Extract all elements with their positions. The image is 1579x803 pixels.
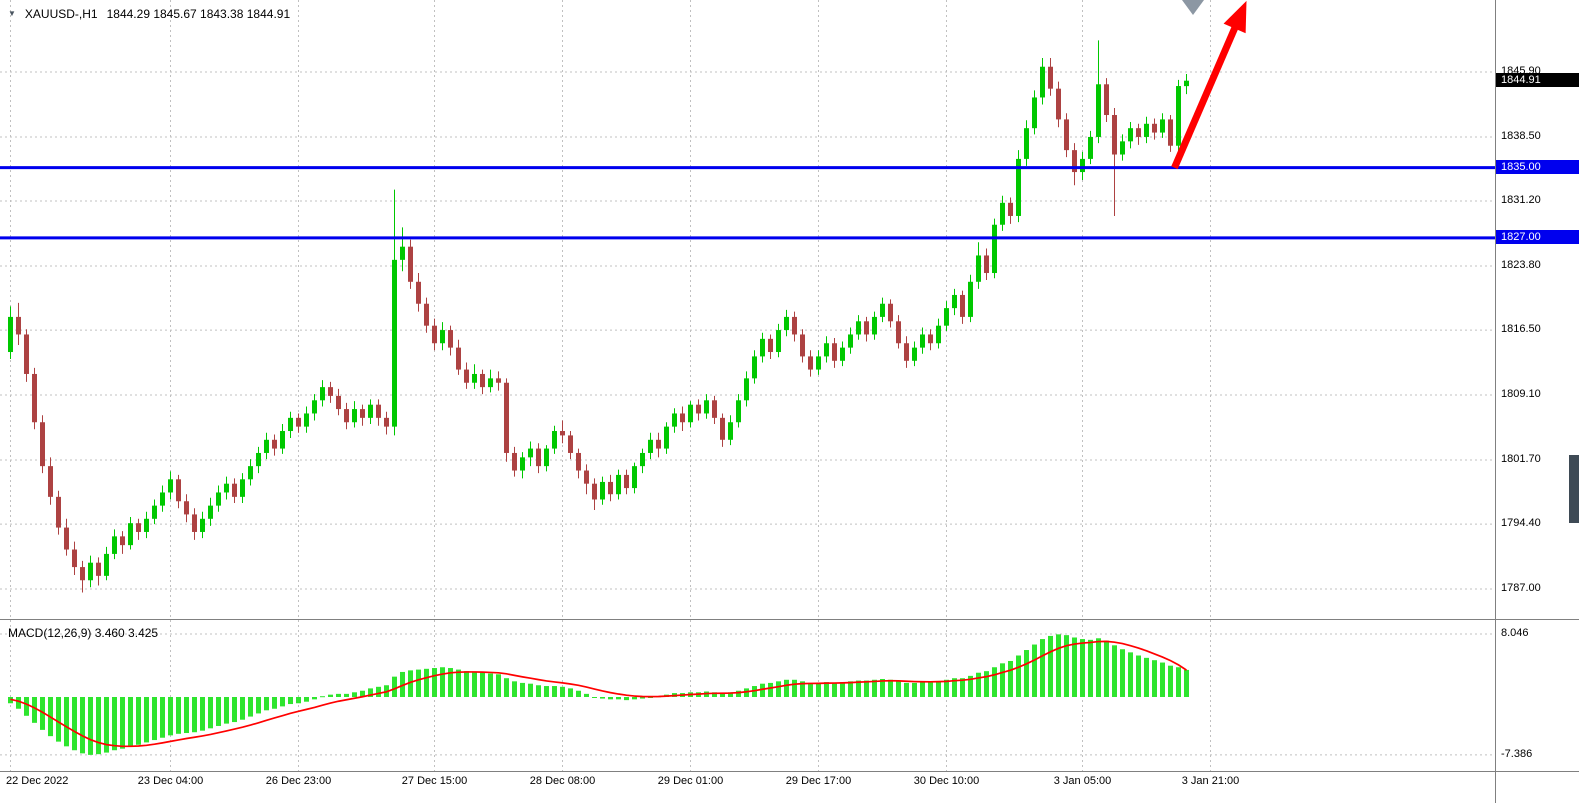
macd-signal-line <box>10 640 1187 748</box>
price-tick-label: 1823.80 <box>1501 258 1541 271</box>
vertical-scrollbar-thumb[interactable] <box>1569 455 1579 523</box>
price-tick-label: 1809.10 <box>1501 388 1541 401</box>
ohlc-values: 1844.29 1845.67 1843.38 1844.91 <box>106 7 291 21</box>
grid-layer <box>0 0 1495 771</box>
time-tick-label: 27 Dec 15:00 <box>401 775 468 787</box>
time-tick-label: 29 Dec 01:00 <box>657 775 724 787</box>
price-tick-label: 1794.40 <box>1501 517 1541 530</box>
support-resistance-lines[interactable] <box>0 166 1495 240</box>
time-axis: 22 Dec 2022 23 Dec 04:00 26 Dec 23:00 27 De… <box>0 775 1579 795</box>
time-tick-label: 30 Dec 10:00 <box>913 775 980 787</box>
time-tick-label: 29 Dec 17:00 <box>785 775 852 787</box>
price-tick-label: 1838.50 <box>1501 129 1541 142</box>
price-tick-label: 1831.20 <box>1501 194 1541 207</box>
time-tick-label: 22 Dec 2022 <box>6 775 69 787</box>
time-tick-label: 26 Dec 23:00 <box>265 775 332 787</box>
macd-histogram-layer <box>8 634 1189 755</box>
price-tick-label: 1816.50 <box>1501 323 1541 336</box>
current-price-badge: 1844.91 <box>1496 72 1579 87</box>
symbol-window-icon: ▼ <box>8 9 16 18</box>
macd-axis-label: 8.046 <box>1501 626 1529 639</box>
price-axis: 1845.90 1838.50 1831.20 1823.80 1816.50 1809.… <box>1496 0 1579 803</box>
time-tick-label: 28 Dec 08:00 <box>529 775 596 787</box>
trend-arrow[interactable] <box>1171 0 1247 170</box>
pointer-triangle <box>1182 0 1204 15</box>
time-tick-label: 3 Jan 21:00 <box>1181 775 1240 787</box>
macd-indicator-label: MACD(12,26,9) 3.460 3.425 <box>8 626 159 640</box>
price-tick-label: 1801.70 <box>1501 452 1541 465</box>
time-tick-label: 3 Jan 05:00 <box>1053 775 1112 787</box>
time-tick-label: 23 Dec 04:00 <box>137 775 204 787</box>
price-tick-label: 1787.00 <box>1501 582 1541 595</box>
candles-layer <box>8 40 1189 593</box>
symbol-period-label: XAUUSD-,H1 <box>24 7 98 21</box>
level-price-badge: 1827.00 <box>1496 229 1579 244</box>
chart-title: ▼ XAUUSD-,H1 1844.29 1845.67 1843.38 184… <box>8 7 290 21</box>
macd-axis-label: -7.386 <box>1501 747 1533 760</box>
level-price-badge: 1835.00 <box>1496 159 1579 174</box>
